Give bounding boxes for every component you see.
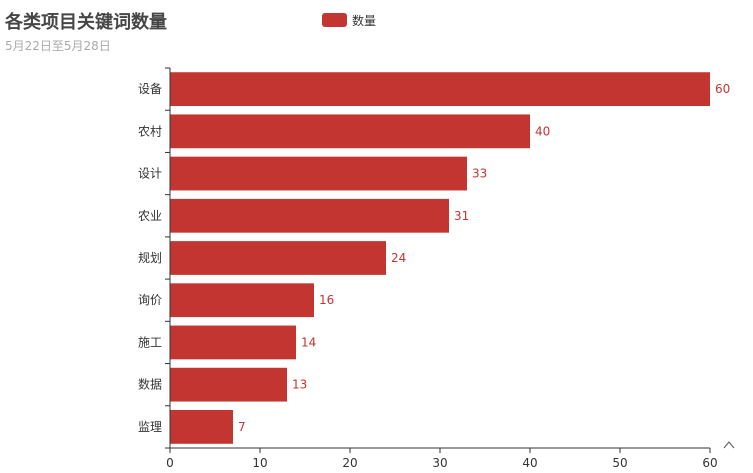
- bar-value-label-5: 16: [319, 293, 334, 307]
- chart-subtitle: 5月22日至5月28日: [5, 39, 111, 53]
- y-tick-label-2: 设计: [138, 167, 162, 181]
- bar-value-label-6: 14: [301, 335, 316, 349]
- x-tick-label-1: 10: [252, 456, 267, 470]
- bar-labels-group: 60 40 33 31 24 16 14 13 7: [238, 82, 730, 434]
- y-tick-label-6: 施工: [138, 335, 162, 349]
- bar-value-label-7: 13: [292, 378, 307, 392]
- chart-title: 各类项目关键词数量: [5, 12, 167, 33]
- bar-0[interactable]: [170, 72, 710, 106]
- bar-2[interactable]: [170, 156, 467, 191]
- x-tick-label-6: 60: [702, 456, 717, 470]
- x-tick-label-2: 20: [342, 456, 357, 470]
- bar-value-label-2: 33: [472, 167, 487, 181]
- chevron-up-icon: [723, 441, 735, 449]
- bar-3[interactable]: [170, 198, 449, 233]
- x-tick-label-3: 30: [432, 456, 447, 470]
- bar-5[interactable]: [170, 283, 314, 318]
- bar-1[interactable]: [170, 114, 530, 149]
- bar-6[interactable]: [170, 325, 296, 360]
- x-tick-label-4: 40: [522, 456, 537, 470]
- y-tick-label-0: 设备: [138, 82, 162, 96]
- legend-item-count[interactable]: 数量: [322, 12, 376, 28]
- legend-label: 数量: [352, 13, 377, 28]
- x-tick-label-0: 0: [166, 456, 174, 470]
- bar-value-label-0: 60: [715, 82, 730, 96]
- bar-7[interactable]: [170, 367, 287, 402]
- y-tick-label-7: 数据: [138, 377, 162, 392]
- legend-swatch: [322, 13, 347, 27]
- scroll-up-icon[interactable]: [723, 439, 735, 454]
- bar-value-label-4: 24: [391, 251, 406, 265]
- x-tick-label-5: 50: [612, 456, 627, 470]
- y-tick-label-4: 规划: [138, 250, 162, 265]
- x-axis: 0 10 20 30 40 50 60: [166, 447, 718, 470]
- y-tick-label-3: 农业: [138, 209, 162, 223]
- bars-group: [170, 72, 710, 444]
- bar-8[interactable]: [170, 410, 233, 444]
- bar-value-label-8: 7: [238, 420, 246, 434]
- bar-value-label-3: 31: [454, 209, 469, 223]
- y-tick-label-1: 农村: [138, 124, 162, 138]
- y-tick-label-5: 询价: [138, 293, 162, 307]
- y-tick-label-8: 监理: [138, 420, 162, 434]
- bar-4[interactable]: [170, 241, 386, 275]
- bar-value-label-1: 40: [535, 124, 550, 138]
